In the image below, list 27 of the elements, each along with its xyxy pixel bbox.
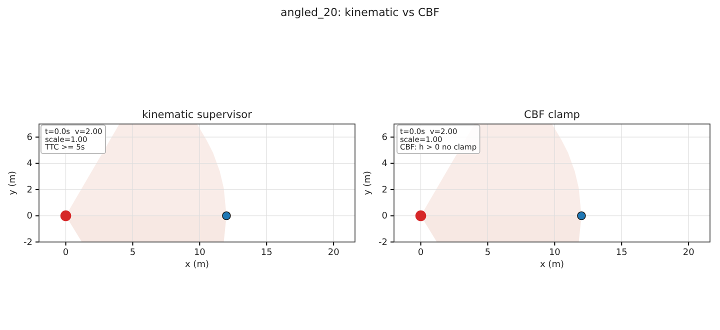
y-axis-title: y (m): [8, 171, 18, 195]
y-tick-label: 0: [26, 212, 33, 222]
y-tick-label: 4: [26, 159, 33, 170]
chart-title: CBF clamp: [524, 109, 580, 121]
x-tick-label: 15: [616, 248, 628, 258]
x-axis-title: x (m): [185, 260, 209, 270]
x-tick-label: 20: [682, 248, 695, 258]
x-tick-label: 5: [130, 248, 136, 258]
y-tick-label: 2: [26, 185, 32, 196]
x-tick-label: 0: [418, 248, 424, 258]
y-tick-label: -2: [24, 238, 32, 248]
x-tick-label: 10: [194, 248, 206, 258]
chart-title: kinematic supervisor: [142, 109, 253, 121]
x-tick-label: 15: [260, 248, 272, 258]
x-tick-label: 10: [548, 248, 561, 258]
y-tick-label: 6: [382, 132, 388, 143]
y-tick-label: 6: [26, 132, 33, 143]
x-tick-label: 0: [62, 248, 69, 258]
x-tick-label: 20: [328, 248, 340, 258]
y-tick-label: 0: [382, 212, 388, 222]
x-tick-label: 5: [484, 248, 491, 258]
y-tick-label: 4: [382, 159, 388, 170]
y-tick-label: 2: [382, 185, 388, 196]
y-axis-title: y (m): [363, 171, 373, 195]
y-tick-label: -2: [378, 238, 388, 248]
x-axis-title: x (m): [540, 260, 564, 270]
text: angled_20: kinematic vs CBF: [280, 6, 440, 19]
